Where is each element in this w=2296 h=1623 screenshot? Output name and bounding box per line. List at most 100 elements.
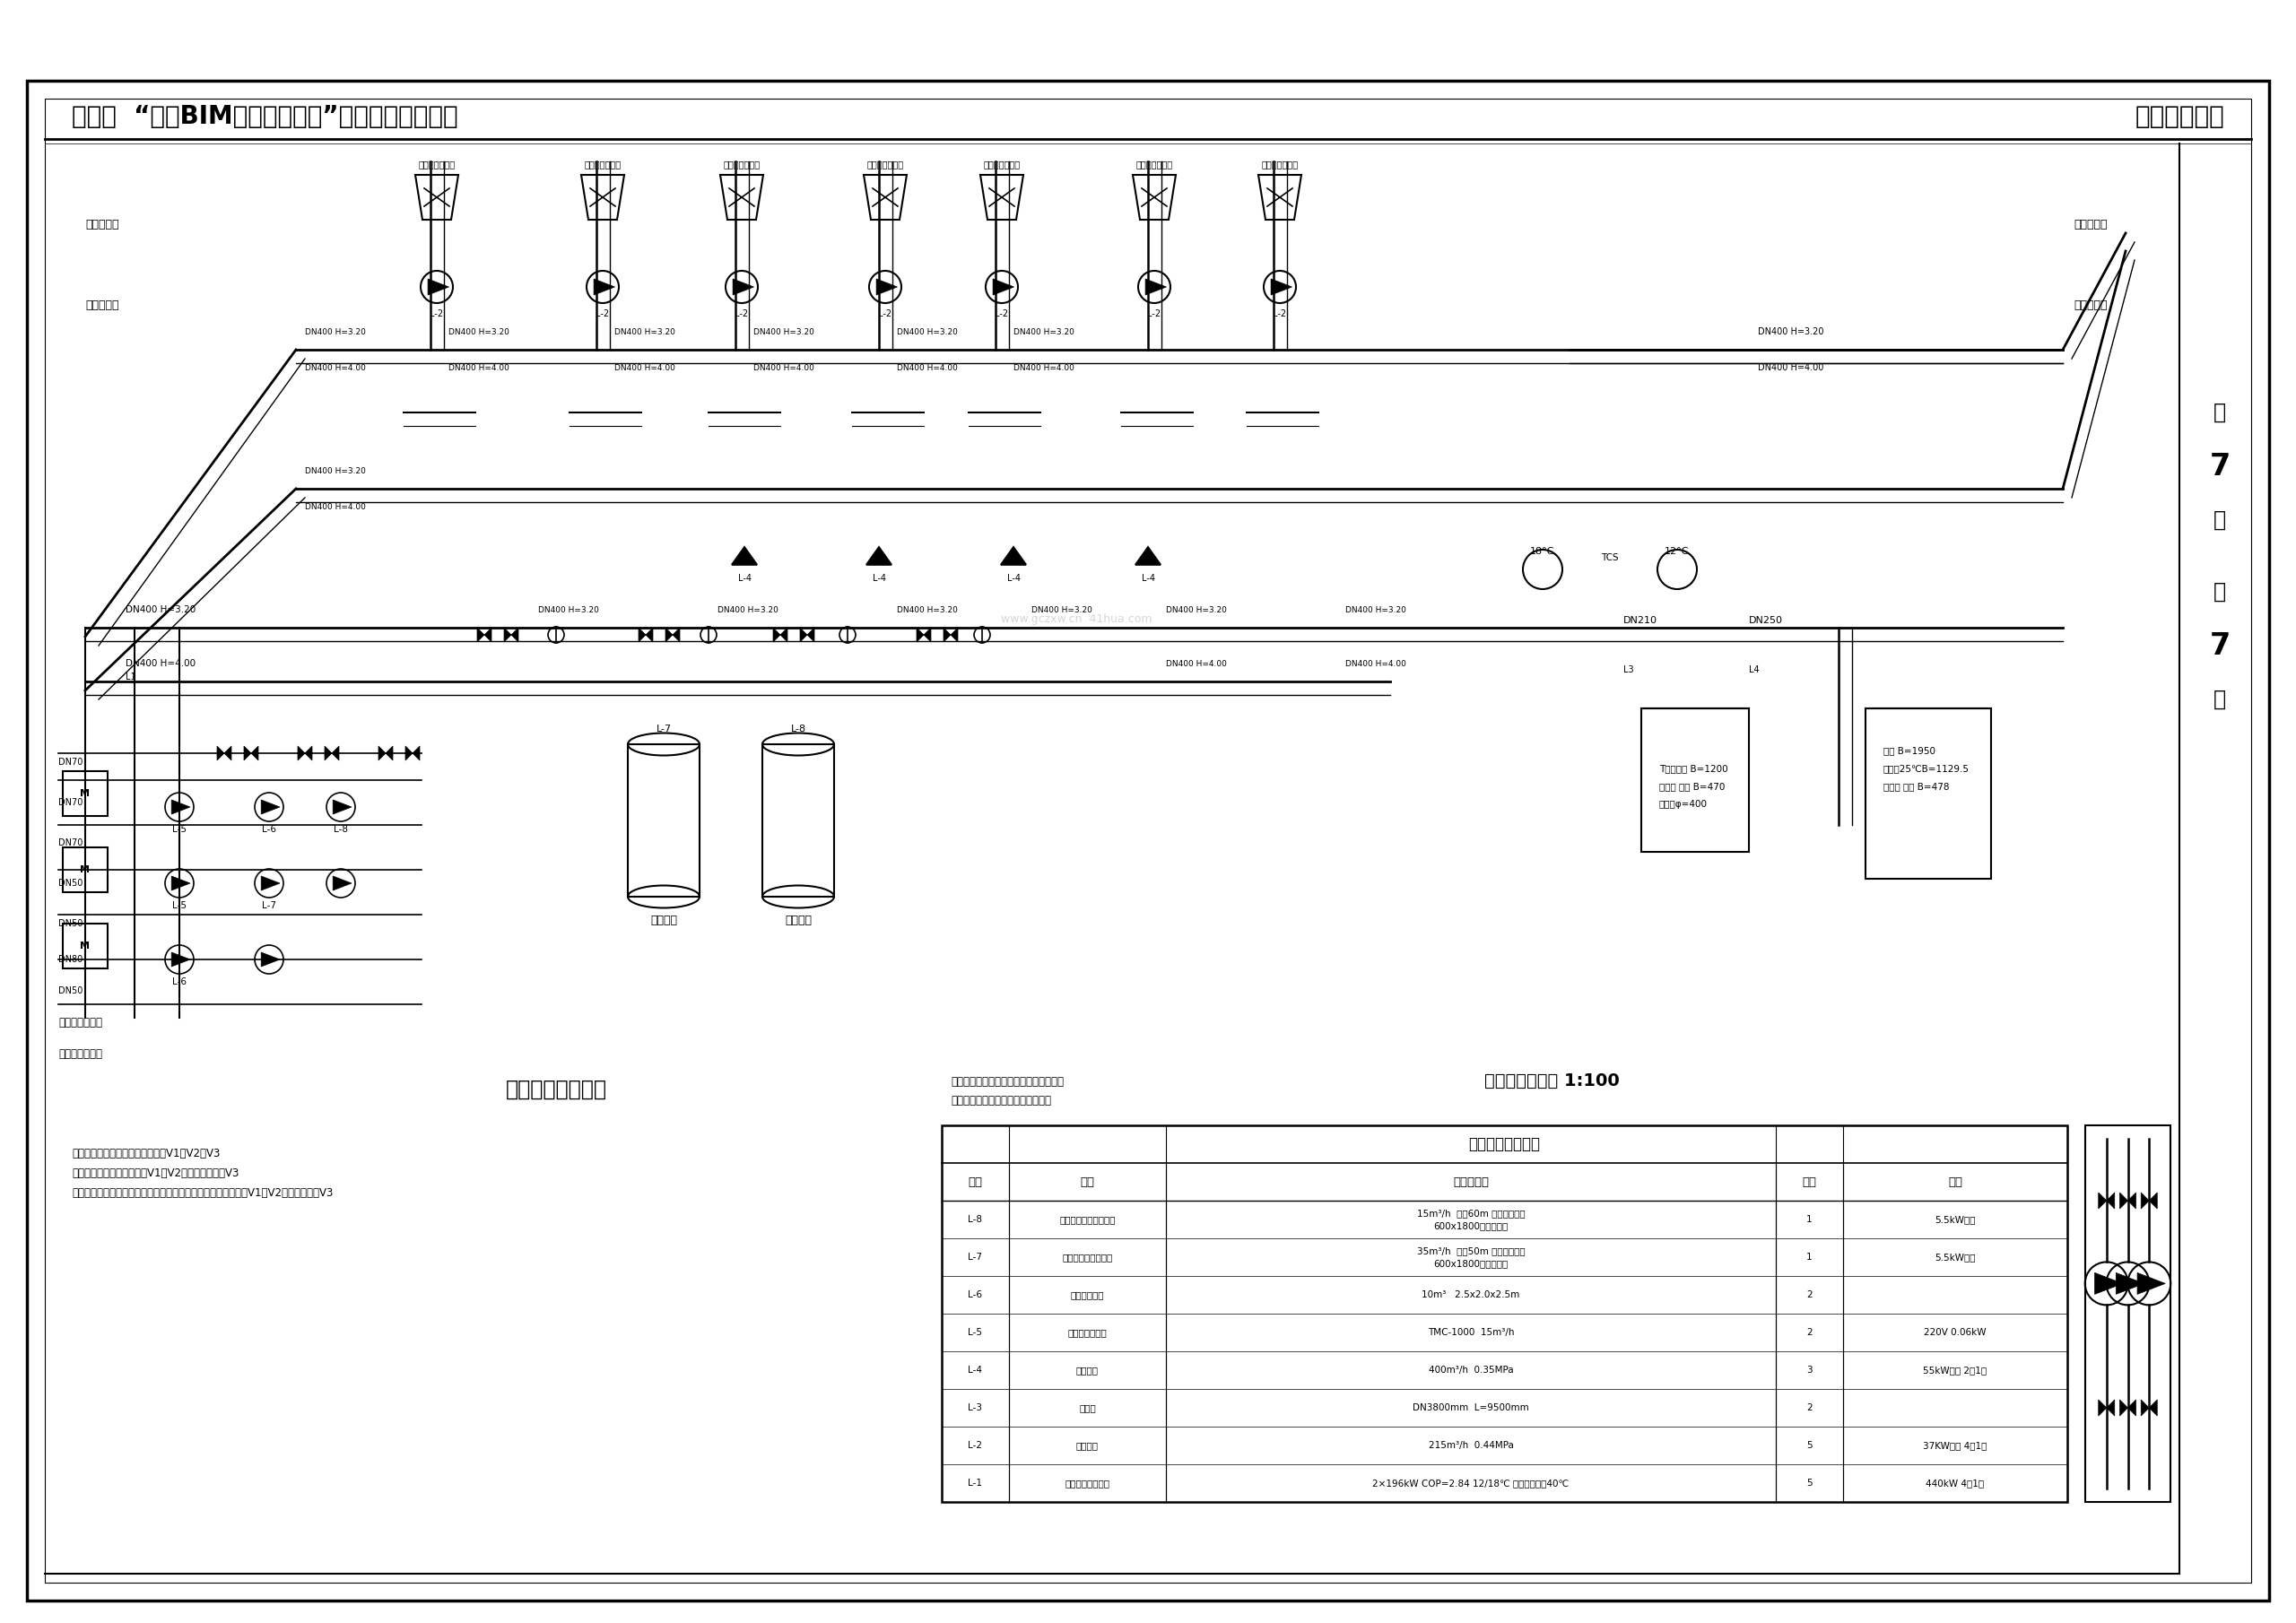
Polygon shape xyxy=(944,628,951,643)
Polygon shape xyxy=(225,747,232,761)
Text: 220V 0.06kW: 220V 0.06kW xyxy=(1924,1328,1986,1337)
Text: L-2: L-2 xyxy=(1272,310,1286,318)
Text: 18°C: 18°C xyxy=(1531,547,1554,557)
Text: 水蓄冷罐: 水蓄冷罐 xyxy=(650,915,677,927)
Text: 5.5kW变频: 5.5kW变频 xyxy=(1936,1216,1975,1224)
Polygon shape xyxy=(2142,1399,2149,1415)
Text: 膨胀水筒: 膨胀水筒 xyxy=(1077,1365,1100,1375)
Text: DN400 H=3.20: DN400 H=3.20 xyxy=(753,328,815,336)
Text: 接未端设备: 接未端设备 xyxy=(85,219,119,230)
Text: 加热至25℃B=1129.5: 加热至25℃B=1129.5 xyxy=(1883,764,1970,773)
Text: 空调冷冻水系统图: 空调冷冻水系统图 xyxy=(505,1079,606,1100)
Text: 注意：蓄冷槽充冷时，开启电动阀V1，V2，V3
蓄冷槽释冷时，关闭电动阀V1，V2，仅开启电动阀V3
当断来电，蓄冷槽释冷，同时冷机又开始启动，也是关闭电动阀V: 注意：蓄冷槽充冷时，开启电动阀V1，V2，V3 蓄冷槽释冷时，关闭电动阀V1，V… xyxy=(71,1147,333,1199)
Polygon shape xyxy=(2149,1399,2158,1415)
Text: 接未端设备: 接未端设备 xyxy=(85,299,119,310)
Text: 空调加湿冷水变频机组: 空调加湿冷水变频机组 xyxy=(1058,1216,1116,1224)
Text: 中国图学学会: 中国图学学会 xyxy=(2135,104,2225,130)
Text: 编号: 编号 xyxy=(969,1177,983,1188)
Polygon shape xyxy=(262,953,280,967)
Polygon shape xyxy=(262,800,280,815)
Text: 水蓄冷罐: 水蓄冷罐 xyxy=(785,915,813,927)
Text: L-2: L-2 xyxy=(597,310,608,318)
Text: 接屋顶冷水机组: 接屋顶冷水机组 xyxy=(418,159,455,169)
Text: DN400 H=3.20: DN400 H=3.20 xyxy=(716,605,778,613)
Text: 7: 7 xyxy=(2209,631,2229,661)
Polygon shape xyxy=(732,547,758,565)
Text: DN400 H=4.00: DN400 H=4.00 xyxy=(1345,661,1405,669)
Bar xyxy=(62,923,108,969)
Polygon shape xyxy=(243,747,250,761)
Text: DN80: DN80 xyxy=(57,954,83,964)
Polygon shape xyxy=(774,628,781,643)
Text: L4: L4 xyxy=(1750,665,1759,674)
Polygon shape xyxy=(512,628,519,643)
Text: L1: L1 xyxy=(126,672,135,682)
Text: M: M xyxy=(80,941,90,951)
Text: 软化水处理装置: 软化水处理装置 xyxy=(1068,1328,1107,1337)
Bar xyxy=(941,1125,2066,1501)
Text: 接屋顶冷水机组: 接屋顶冷水机组 xyxy=(868,159,905,169)
Text: L-5: L-5 xyxy=(172,824,186,834)
Text: DN400 H=4.00: DN400 H=4.00 xyxy=(615,364,675,372)
Polygon shape xyxy=(923,628,930,643)
Polygon shape xyxy=(413,747,420,761)
Text: 2: 2 xyxy=(1807,1290,1812,1300)
Polygon shape xyxy=(250,747,257,761)
Text: L-2: L-2 xyxy=(429,310,443,318)
Text: 1: 1 xyxy=(1807,1216,1812,1224)
Text: DN400 H=3.20: DN400 H=3.20 xyxy=(1013,328,1075,336)
Text: 接生活活助水管: 接生活活助水管 xyxy=(57,1016,103,1027)
Text: 接机房加湿立管: 接机房加湿立管 xyxy=(57,1048,103,1060)
Text: L-2: L-2 xyxy=(879,310,893,318)
Text: 氧化水处理器: 氧化水处理器 xyxy=(1070,1290,1104,1300)
Text: L-2: L-2 xyxy=(735,310,748,318)
Bar xyxy=(1642,708,1750,852)
Text: L-5: L-5 xyxy=(969,1328,983,1337)
Bar xyxy=(627,745,700,896)
Text: L-6: L-6 xyxy=(969,1290,983,1300)
Polygon shape xyxy=(298,747,305,761)
Text: DN400 H=4.00: DN400 H=4.00 xyxy=(1759,364,1823,372)
Text: L-8: L-8 xyxy=(333,824,349,834)
Text: DN400 H=3.20: DN400 H=3.20 xyxy=(898,328,957,336)
Polygon shape xyxy=(2128,1193,2135,1209)
Polygon shape xyxy=(2149,1193,2158,1209)
Polygon shape xyxy=(1146,279,1166,295)
Text: 35m³/h  扬程50m 水泵一用一备: 35m³/h 扬程50m 水泵一用一备 xyxy=(1417,1246,1525,1255)
Text: L-4: L-4 xyxy=(872,575,886,583)
Polygon shape xyxy=(638,628,645,643)
Bar xyxy=(762,745,833,896)
Text: 接屋顶冷水机组: 接屋顶冷水机组 xyxy=(983,159,1019,169)
Polygon shape xyxy=(2105,1193,2115,1209)
Text: 7: 7 xyxy=(2209,451,2229,480)
Text: DN50: DN50 xyxy=(57,987,83,995)
Text: 5: 5 xyxy=(1807,1441,1812,1449)
Polygon shape xyxy=(333,876,351,891)
Text: L-2: L-2 xyxy=(994,310,1008,318)
Bar xyxy=(62,771,108,816)
Polygon shape xyxy=(732,279,753,295)
Polygon shape xyxy=(992,279,1015,295)
Text: DN50: DN50 xyxy=(57,919,83,928)
Text: DN400 H=3.20: DN400 H=3.20 xyxy=(1166,605,1226,613)
Text: 备注: 备注 xyxy=(1947,1177,1963,1188)
Polygon shape xyxy=(324,747,333,761)
Text: DN400 H=3.20: DN400 H=3.20 xyxy=(537,605,599,613)
Text: 37KW变频 4用1备: 37KW变频 4用1备 xyxy=(1924,1441,1988,1449)
Text: 放泄孔φ=400: 放泄孔φ=400 xyxy=(1660,800,1708,808)
Text: DN400 H=3.20: DN400 H=3.20 xyxy=(1031,605,1093,613)
Text: 接屋顶冷水机组: 接屋顶冷水机组 xyxy=(723,159,760,169)
Text: 水泵侧面剖面图 1:100: 水泵侧面剖面图 1:100 xyxy=(1483,1071,1619,1089)
Text: 压力表 数量 B=478: 压力表 数量 B=478 xyxy=(1883,782,1949,790)
Text: L-1: L-1 xyxy=(969,1479,983,1488)
Text: L-5: L-5 xyxy=(172,901,186,911)
Polygon shape xyxy=(1001,547,1026,565)
Polygon shape xyxy=(595,279,615,295)
Polygon shape xyxy=(2142,1193,2149,1209)
Polygon shape xyxy=(2117,1272,2144,1294)
Text: DN400 H=4.00: DN400 H=4.00 xyxy=(1013,364,1075,372)
Text: www.gczxw.cn  41hua.com: www.gczxw.cn 41hua.com xyxy=(1001,613,1153,625)
Text: L-6: L-6 xyxy=(172,977,186,987)
Text: DN400 H=4.00: DN400 H=4.00 xyxy=(126,659,195,669)
Text: T型玻璃罐 B=1200: T型玻璃罐 B=1200 xyxy=(1660,764,1729,773)
